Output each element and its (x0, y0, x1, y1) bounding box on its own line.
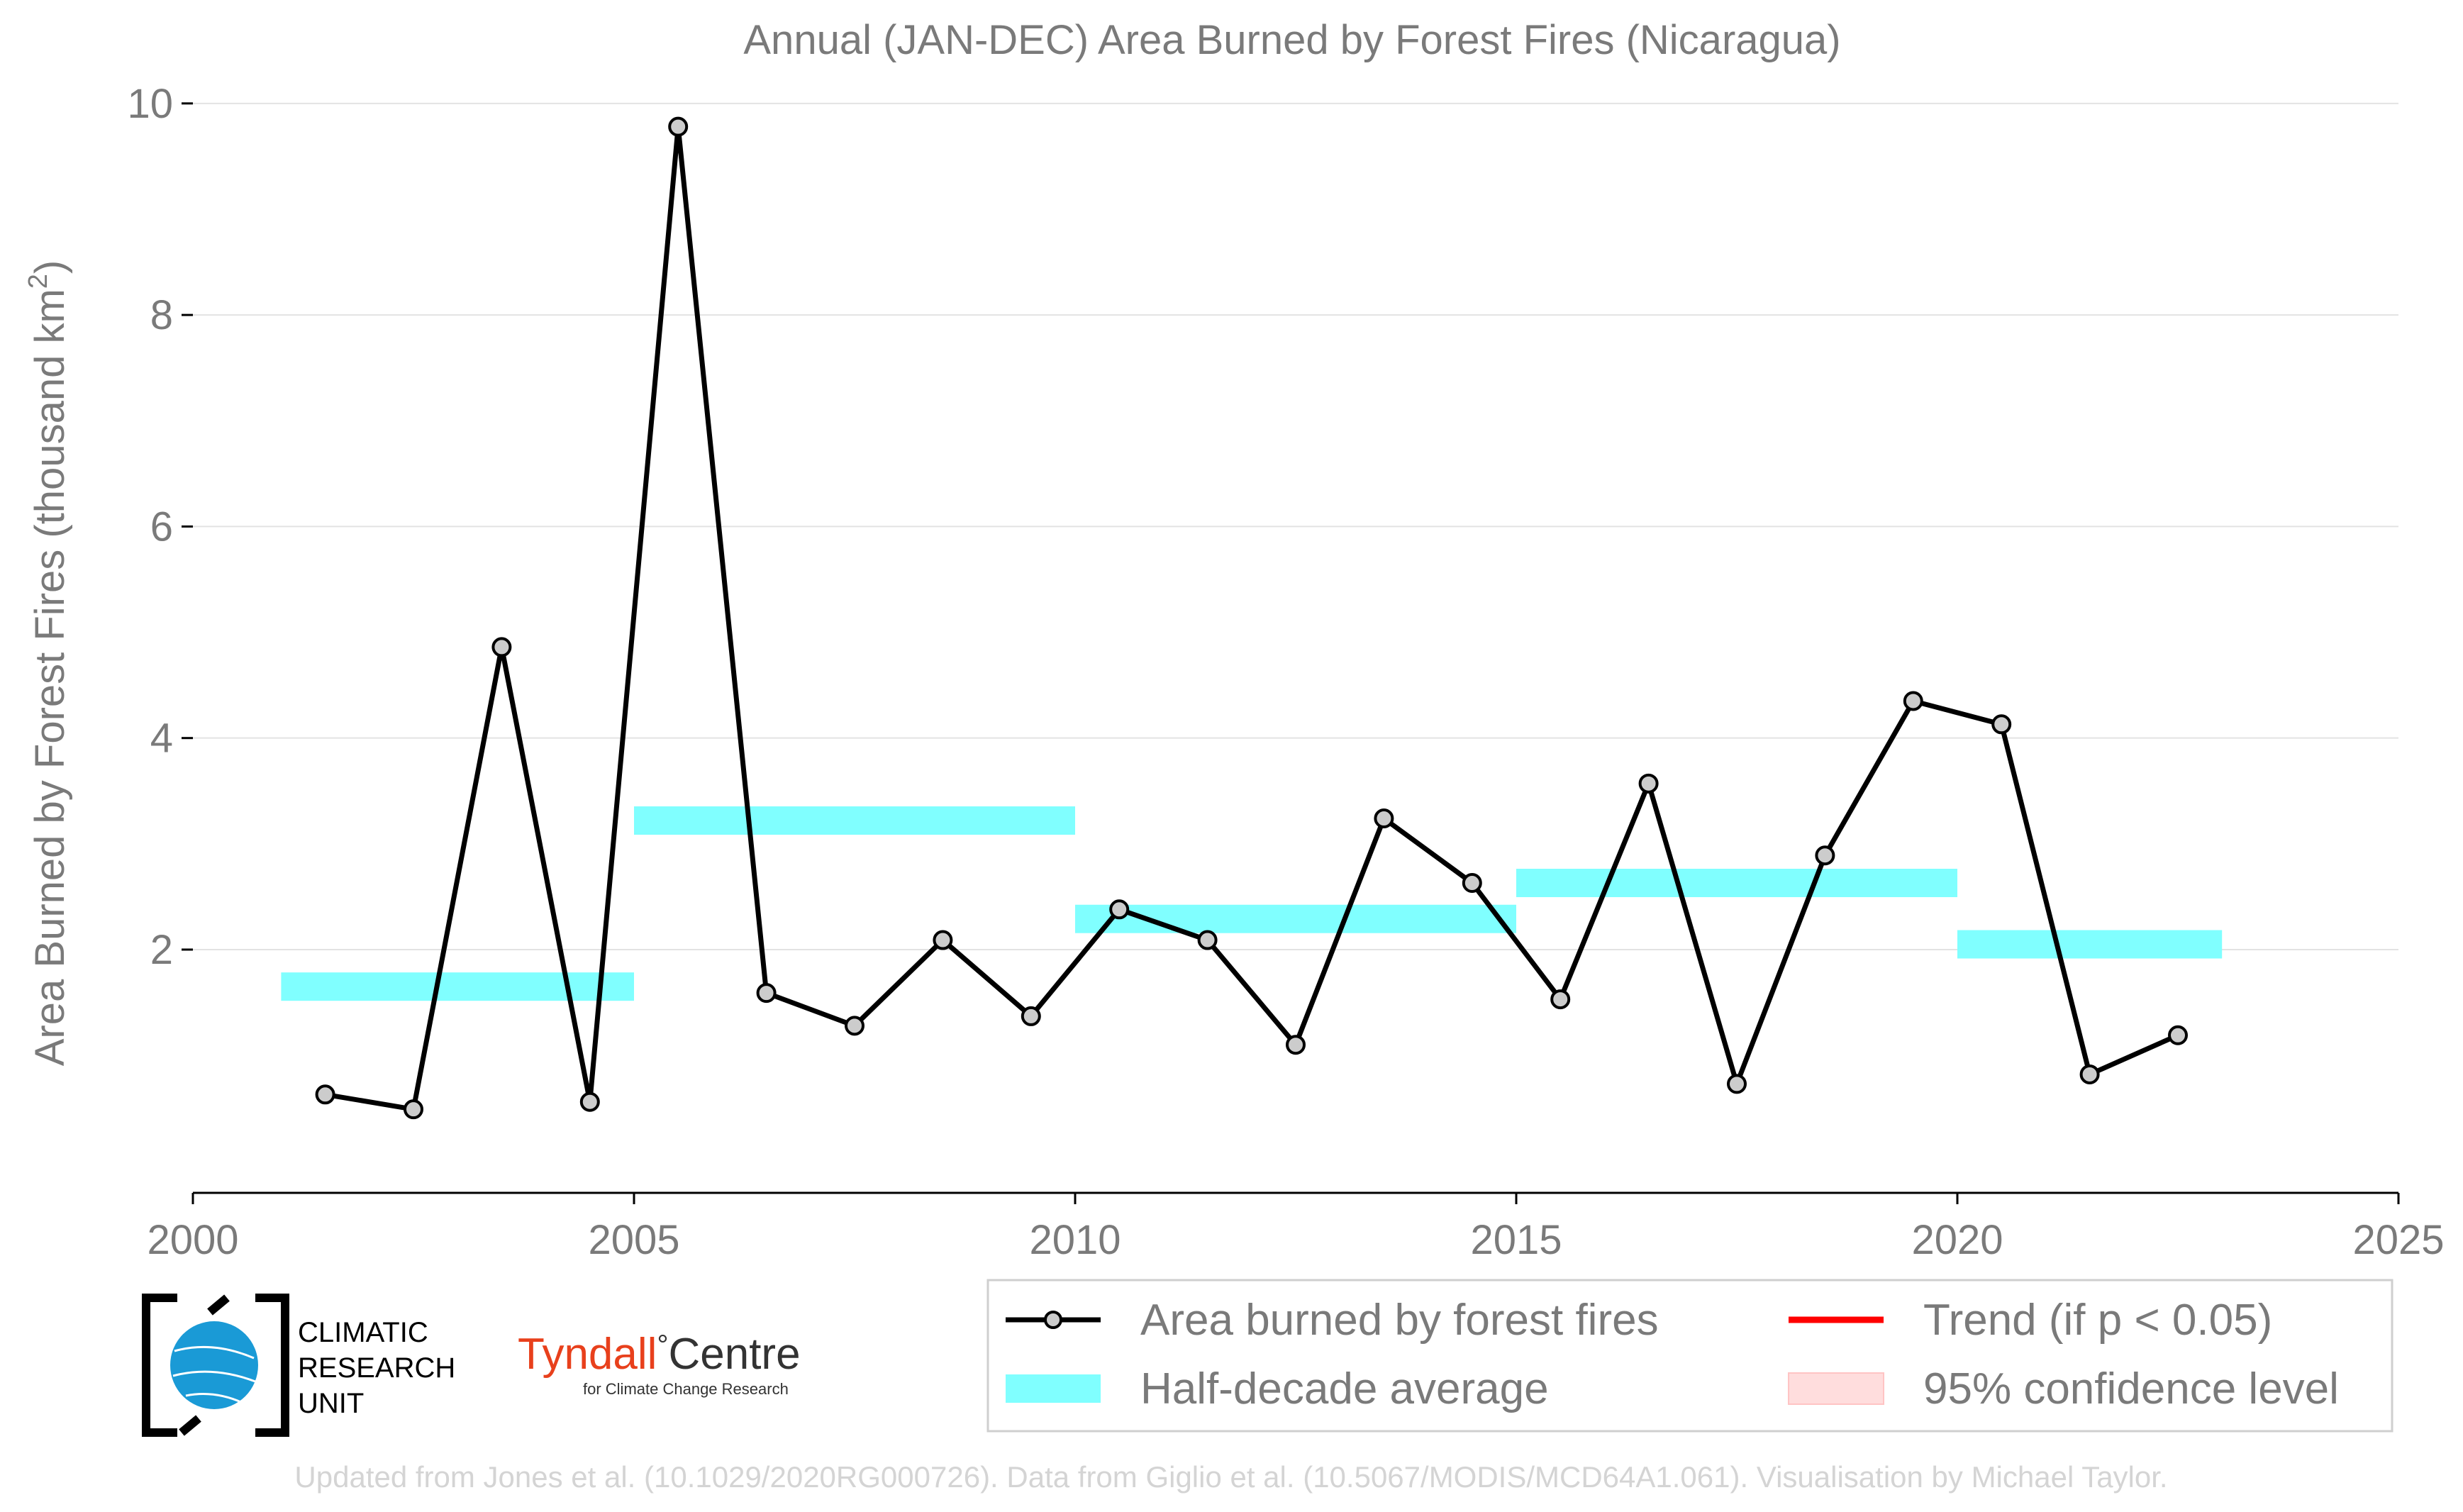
x-tick-label: 2000 (147, 1217, 238, 1263)
data-point (1991, 714, 2012, 735)
cru-logo-line-3: UNIT (298, 1388, 364, 1419)
globe-icon (170, 1321, 258, 1409)
data-point (756, 983, 777, 1004)
data-point (845, 1016, 864, 1036)
data-point (404, 1099, 423, 1120)
data-point (933, 930, 953, 950)
cru-logo: CLIMATIC RESEARCH UNIT (142, 1294, 455, 1437)
data-point (1638, 773, 1659, 794)
data-point (1550, 989, 1571, 1010)
y-tick-label: 10 (127, 81, 173, 127)
data-point (1374, 808, 1394, 829)
half-decade-average-bar (1957, 930, 2223, 959)
half-decade-average-bars (281, 806, 2223, 1001)
legend-confidence-swatch (1788, 1372, 1884, 1405)
chart-title: Annual (JAN-DEC) Area Burned by Forest F… (743, 17, 1840, 63)
legend-average-swatch (1006, 1374, 1101, 1403)
tyndall-logo: Tyndall°Centre for Climate Change Resear… (518, 1330, 801, 1398)
data-point (1109, 899, 1130, 920)
half-decade-average-bar (281, 972, 634, 1001)
cru-logo-line-2: RESEARCH (298, 1352, 455, 1384)
y-axis-label: Area Burned by Forest Fires (thousand km… (23, 260, 73, 1067)
legend-marker-swatch (1044, 1311, 1062, 1329)
data-point (1197, 930, 1218, 950)
tyndall-logo-subtitle: for Climate Change Research (583, 1380, 789, 1398)
x-tick-label: 2025 (2352, 1217, 2444, 1263)
x-tick-label: 2020 (1911, 1217, 2003, 1263)
half-decade-average-bar (1516, 869, 1957, 898)
legend-label-trend: Trend (if p < 0.05) (1923, 1296, 2272, 1345)
data-point (1021, 1006, 1041, 1026)
x-tick-label: 2015 (1470, 1217, 1562, 1263)
half-decade-average-bar (634, 806, 1075, 835)
footer-credit: Updated from Jones et al. (10.1029/2020R… (294, 1460, 2167, 1494)
data-point (1815, 845, 1835, 866)
cru-logo-line-1: CLIMATIC (298, 1317, 428, 1348)
data-point (579, 1091, 600, 1112)
data-point (1727, 1074, 1747, 1094)
y-tick-label: 2 (150, 927, 173, 973)
area-burned-series (315, 116, 2188, 1120)
x-tick-label: 2005 (588, 1217, 679, 1263)
cru-slash-shape (179, 1294, 230, 1436)
data-point (2168, 1025, 2188, 1045)
y-tick-label: 8 (150, 292, 173, 338)
y-tick-label: 4 (150, 716, 173, 762)
grid-lines (193, 102, 2398, 950)
legend: Area burned by forest fires Half-decade … (986, 1279, 2393, 1433)
y-tick-label: 6 (150, 504, 173, 550)
axes: 2 4 6 8 10 2000 2005 2010 2015 2020 2025 (127, 81, 2444, 1263)
data-point (1903, 691, 1923, 711)
legend-label-confidence: 95% confidence level (1923, 1364, 2339, 1413)
data-point (315, 1084, 335, 1105)
tyndall-logo-text: Tyndall°Centre (518, 1330, 801, 1379)
legend-box (986, 1279, 2393, 1433)
data-point (1462, 873, 1482, 894)
area-burned-line (325, 124, 2179, 1112)
data-point (1286, 1035, 1306, 1055)
cru-bracket-shape (142, 1294, 289, 1437)
globe-lines-icon (172, 1345, 256, 1404)
data-point (2079, 1064, 2100, 1084)
data-point (668, 116, 689, 137)
x-tick-label: 2010 (1029, 1217, 1121, 1263)
legend-label-area-burned: Area burned by forest fires (1140, 1296, 1659, 1345)
legend-label-half-decade: Half-decade average (1140, 1364, 1549, 1413)
data-point (491, 637, 512, 657)
